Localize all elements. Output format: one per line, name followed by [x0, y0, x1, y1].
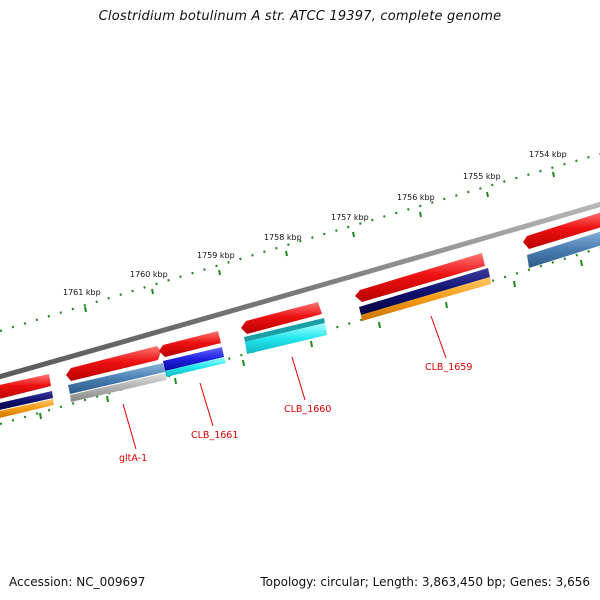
inner-ruler-major-tick [378, 321, 381, 329]
ruler-label: 1758 kbp [264, 233, 302, 242]
feature-bar-orange[interactable] [361, 277, 491, 321]
gene-label-gltA-1[interactable]: gltA-1 [119, 453, 147, 464]
gene-features [0, 211, 600, 419]
inner-ruler-major-tick [580, 259, 583, 267]
ruler-major-tick [486, 191, 489, 198]
inner-ruler-major-tick [242, 359, 245, 367]
genome-title: Clostridium botulinum A str. ATCC 19397,… [98, 9, 502, 24]
gene-label-CLB_1660[interactable]: CLB_1660 [284, 404, 331, 415]
feature-bar-navy[interactable] [0, 391, 53, 411]
ruler-label: 1759 kbp [197, 251, 235, 260]
feature-bar-orange[interactable] [0, 399, 54, 419]
feature-bar-navy[interactable] [359, 268, 490, 315]
ruler-major-tick [151, 288, 154, 295]
ruler-label: 1761 kbp [63, 288, 101, 297]
feature-bar-gray[interactable] [70, 373, 166, 402]
gene-callouts [122, 315, 447, 450]
inner-ruler-major-tick [310, 340, 313, 348]
cds-arrow-CLB_1661[interactable] [159, 331, 221, 357]
ruler-label: 1756 kbp [397, 193, 435, 202]
ruler-major-tick [352, 231, 355, 238]
cds-arrow-CLB_1659[interactable] [355, 253, 485, 302]
ruler-major-tick [552, 171, 555, 178]
inner-ruler-arc [0, 246, 600, 426]
inner-ruler-major-tick [174, 377, 177, 385]
inner-ruler-major-tick [513, 280, 516, 288]
feature-bar-cyan[interactable] [245, 323, 327, 354]
outer-ruler-arc [0, 152, 600, 333]
ruler-label: 1760 kbp [130, 270, 168, 279]
outer-ruler [0, 152, 600, 333]
callout-line-CLB_1659 [430, 315, 447, 359]
accession-text: Accession: NC_009697 [9, 575, 146, 589]
cds-arrow[interactable] [523, 211, 600, 249]
ruler-label: 1757 kbp [331, 213, 369, 222]
inner-ruler-major-tick [106, 395, 109, 403]
genome-backbone [0, 201, 600, 380]
gene-label-CLB_1659[interactable]: CLB_1659 [425, 362, 472, 373]
inner-ruler-major-tick [445, 301, 448, 309]
inner-ruler [0, 246, 600, 426]
feature-bar-blue[interactable] [163, 347, 224, 371]
ruler-label: 1754 kbp [529, 150, 567, 159]
cds-arrow-CLB_1660[interactable] [241, 302, 322, 334]
feature-bar-steel[interactable] [68, 363, 165, 394]
callout-line-CLB_1660 [291, 356, 306, 401]
callout-line-CLB_1661 [199, 382, 214, 427]
feature-bar-steel[interactable] [527, 230, 600, 268]
ruler-major-tick [218, 269, 221, 276]
feature-bar-teal[interactable] [244, 318, 325, 342]
ruler-labels: 1761 kbp 1760 kbp 1759 kbp 1758 kbp 1757… [63, 150, 567, 297]
genome-summary-text: Topology: circular; Length: 3,863,450 bp… [260, 575, 590, 589]
gene-labels: gltA-1 CLB_1661 CLB_1660 CLB_1659 [119, 362, 472, 464]
gene-label-CLB_1661[interactable]: CLB_1661 [191, 430, 238, 441]
cds-arrow-gltA-1[interactable] [66, 346, 161, 381]
ruler-major-tick [84, 306, 87, 313]
ruler-label: 1755 kbp [463, 172, 501, 181]
cds-arrow[interactable] [0, 374, 51, 400]
callout-line-gltA-1 [122, 403, 137, 450]
ruler-major-tick [419, 211, 422, 218]
inner-ruler-major-tick [39, 412, 42, 420]
ruler-major-tick [285, 250, 288, 257]
feature-bar-cyan[interactable] [165, 357, 226, 377]
